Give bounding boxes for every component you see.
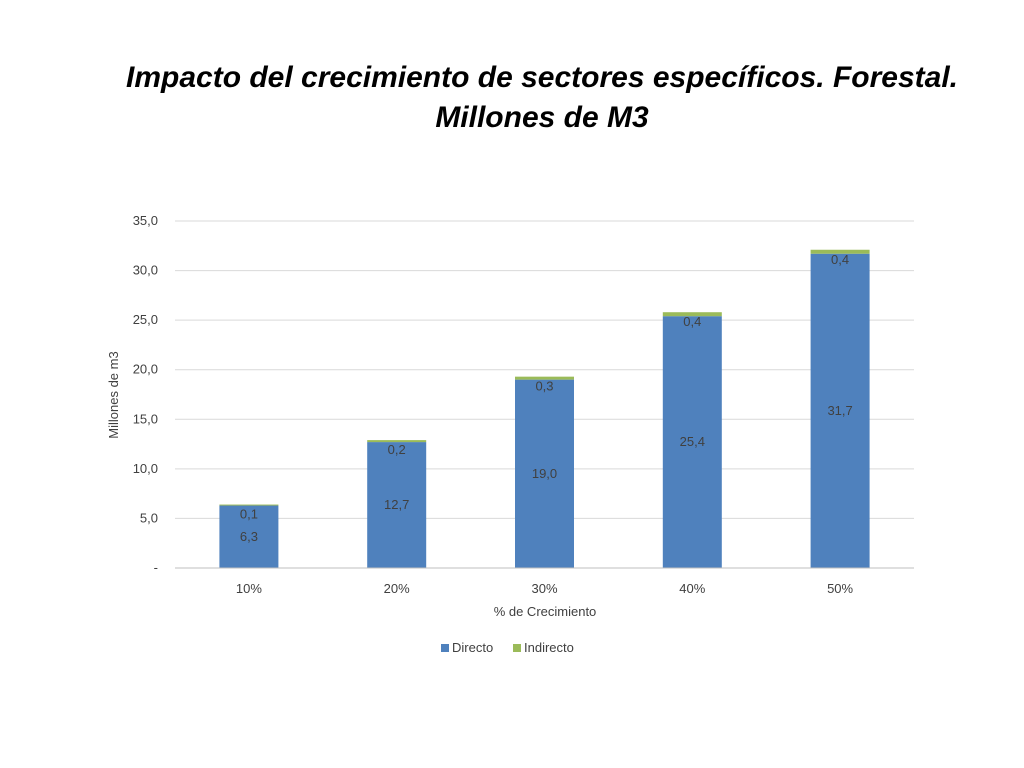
legend-label-indirecto: Indirecto [524,640,574,655]
data-label-indirecto: 0,1 [240,507,258,522]
y-tick-label: 20,0 [133,362,158,377]
bar-indirecto-3 [662,312,722,317]
slide-title: Impacto del crecimiento de sectores espe… [60,58,1024,138]
x-tick-label: 20% [384,581,410,596]
bar-directo-4 [810,253,870,568]
data-label-directo: 31,7 [827,403,852,418]
slide-title-line-2: Millones de M3 [435,101,649,134]
x-axis-title: % de Crecimiento [494,604,597,619]
x-tick-label: 50% [827,581,853,596]
y-tick-label: 30,0 [133,263,158,278]
bar-indirecto-2 [515,376,574,380]
bar-indirecto-4 [810,249,870,254]
data-label-directo: 25,4 [680,434,705,449]
data-label-indirecto: 0,4 [683,314,701,329]
y-tick-label: 15,0 [133,411,158,426]
data-label-directo: 19,0 [532,466,557,481]
bars [219,249,870,568]
bar-directo-1 [367,442,427,568]
data-label-directo: 6,3 [240,529,258,544]
bar-indirecto-0 [219,504,279,506]
bar-directo-0 [219,505,279,568]
data-label-indirecto: 0,4 [831,252,849,267]
legend-label-directo: Directo [452,640,493,655]
x-tick-label: 10% [236,581,262,596]
data-labels: 6,3 0,1 12,7 0,2 19,0 0,3 25,4 0,4 31,7 0,4 [240,252,853,544]
bar-indirecto-1 [367,440,427,443]
y-tick-label: 5,0 [140,510,158,525]
data-label-indirecto: 0,2 [388,442,406,457]
y-axis-title: Millones de m3 [106,351,121,438]
y-tick-label: 10,0 [133,461,158,476]
data-label-indirecto: 0,3 [535,379,553,394]
slide-title-line-1: Impacto del crecimiento de sectores espe… [126,61,958,94]
bar-directo-2 [515,379,574,568]
legend-swatch-indirecto [513,644,521,652]
axes: Millones de m3 % de Crecimiento - 5,0 10,0… [106,213,914,619]
x-tick-label: 30% [531,581,557,596]
bar-directo-3 [662,316,722,568]
y-tick-label: 35,0 [133,213,158,228]
y-tick-label: 25,0 [133,312,158,327]
x-tick-label: 40% [679,581,705,596]
legend-swatch-directo [441,644,449,652]
legend: Directo Indirecto [441,640,574,655]
y-tick-label: - [154,560,158,575]
data-label-directo: 12,7 [384,497,409,512]
